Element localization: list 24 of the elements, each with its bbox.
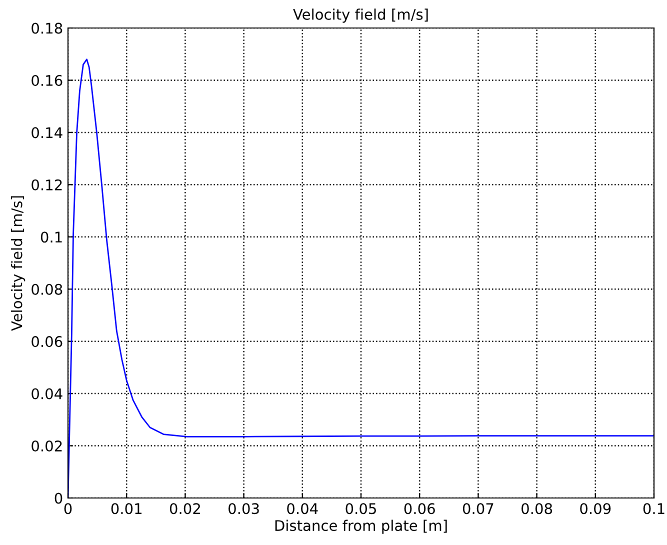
y-tick-label: 0.1 [40,232,62,243]
x-tick-label: 0.02 [170,503,200,514]
y-tick-label: 0.18 [32,22,62,34]
x-tick-label: 0.01 [111,503,142,514]
x-tick-label: 0.04 [287,503,318,514]
x-tick-label: 0.1 [643,503,664,514]
x-tick-label: 0.03 [228,503,259,514]
x-tick-label: 0.07 [462,503,494,514]
y-tick-label: 0.16 [32,74,62,86]
y-tick-label: 0.12 [32,179,62,190]
x-tick-label: 0.09 [580,503,611,514]
y-tick-label: 0.14 [32,127,62,138]
y-axis-title: Velocity field [m/s] [11,196,26,331]
x-tick-label: 0.05 [346,503,376,514]
x-axis-title: Distance from plate [m] [275,520,447,534]
x-tick-label: 0.08 [522,503,552,514]
y-tick-label: 0 [54,492,62,504]
chart-title: Velocity field [m/s] [293,8,428,23]
y-tick-label: 0.04 [32,388,62,400]
y-tick-label: 0.06 [32,336,62,348]
y-tick-label: 0.08 [32,284,62,295]
y-tick-label: 0.02 [32,440,62,452]
x-tick-label: 0 [64,503,72,514]
x-tick-label: 0.06 [404,503,435,514]
